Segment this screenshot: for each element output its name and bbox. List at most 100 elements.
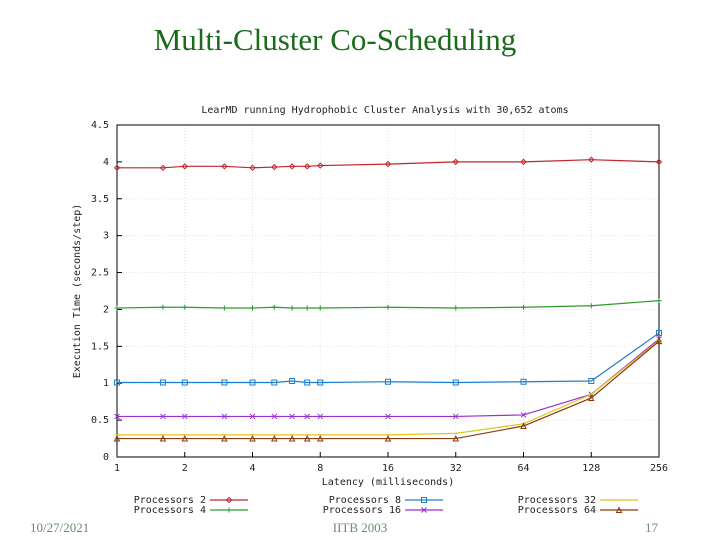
marker	[113, 164, 121, 171]
marker	[288, 434, 296, 442]
marker	[452, 158, 459, 166]
series-line	[117, 332, 660, 384]
marker	[114, 305, 120, 311]
marker	[160, 304, 166, 310]
marker	[655, 158, 663, 166]
x-tick-label: 4	[249, 463, 255, 474]
marker	[159, 434, 167, 442]
marker	[271, 304, 277, 310]
marker	[288, 163, 296, 170]
marker	[221, 163, 228, 170]
series-line	[117, 340, 660, 440]
marker	[303, 434, 311, 442]
marker	[384, 434, 392, 442]
marker	[421, 507, 427, 513]
marker	[221, 305, 227, 311]
legend-label: Processors 8	[329, 495, 401, 506]
y-tick-label: 0	[103, 452, 109, 463]
marker	[317, 379, 324, 386]
marker	[520, 158, 527, 166]
chart-title: LearMD running Hydrophobic Cluster Analy…	[201, 105, 568, 116]
legend-label: Processors 64	[518, 505, 596, 516]
marker	[588, 156, 595, 163]
marker	[452, 434, 460, 442]
marker	[181, 413, 188, 420]
marker	[250, 305, 255, 311]
marker	[304, 379, 311, 386]
footer-page: 17	[645, 520, 659, 535]
y-tick-label: 2	[103, 304, 109, 315]
legend-label: Processors 4	[134, 505, 206, 516]
x-tick-label: 16	[382, 463, 394, 474]
marker	[271, 163, 278, 171]
y-axis-label: Execution Time (seconds/step)	[72, 204, 83, 379]
x-tick-label: 2	[182, 463, 188, 474]
x-tick-label: 256	[650, 463, 668, 474]
x-tick-label: 8	[317, 463, 323, 474]
marker	[520, 422, 527, 430]
marker	[271, 413, 278, 420]
plot-frame	[116, 124, 660, 458]
marker	[615, 506, 623, 513]
marker	[289, 413, 295, 420]
marker	[656, 330, 662, 337]
legend-label: Processors 2	[134, 495, 206, 506]
marker	[452, 379, 459, 386]
legend-label: Processors 32	[518, 495, 596, 506]
marker	[249, 164, 256, 171]
marker	[304, 413, 311, 420]
marker	[421, 497, 427, 503]
marker	[271, 434, 278, 442]
marker	[289, 305, 295, 311]
marker	[159, 379, 166, 386]
marker	[587, 394, 595, 401]
y-tick-label: 3.5	[91, 194, 109, 205]
y-tick-label: 3	[103, 231, 109, 242]
marker	[588, 378, 595, 385]
marker	[521, 304, 526, 310]
marker	[655, 337, 663, 345]
x-tick-label: 1	[114, 463, 120, 474]
x-tick-label: 64	[517, 463, 529, 474]
y-tick-label: 1.5	[91, 341, 109, 352]
marker	[221, 379, 228, 386]
x-tick-label: 128	[582, 463, 600, 474]
marker	[452, 413, 459, 420]
marker	[317, 413, 324, 420]
marker	[221, 434, 228, 442]
marker	[225, 496, 233, 504]
marker	[249, 379, 256, 386]
marker	[385, 378, 391, 385]
marker	[226, 507, 232, 513]
marker	[520, 378, 527, 385]
marker	[385, 304, 391, 310]
marker	[159, 164, 167, 171]
marker	[520, 412, 527, 418]
marker	[317, 305, 323, 311]
marker	[181, 434, 189, 442]
marker	[316, 434, 324, 442]
footer-date: 10/27/2021	[30, 520, 89, 535]
legend-label: Processors 16	[323, 505, 401, 516]
x-axis-label: Latency (milliseconds)	[322, 477, 454, 488]
series-line	[117, 159, 660, 169]
y-tick-label: 4	[103, 157, 109, 168]
marker	[114, 413, 120, 420]
marker	[303, 163, 311, 170]
marker	[384, 160, 392, 168]
marker	[317, 162, 324, 169]
y-tick-label: 0.5	[91, 415, 109, 426]
marker	[182, 304, 188, 310]
y-tick-label: 2.5	[91, 268, 109, 279]
y-tick-label: 1	[103, 378, 109, 389]
marker	[113, 434, 121, 442]
marker	[304, 305, 310, 311]
series-line	[116, 299, 660, 309]
series-line	[117, 339, 660, 436]
marker	[588, 303, 594, 309]
marker	[160, 413, 166, 420]
marker	[289, 378, 296, 385]
marker	[453, 305, 459, 311]
